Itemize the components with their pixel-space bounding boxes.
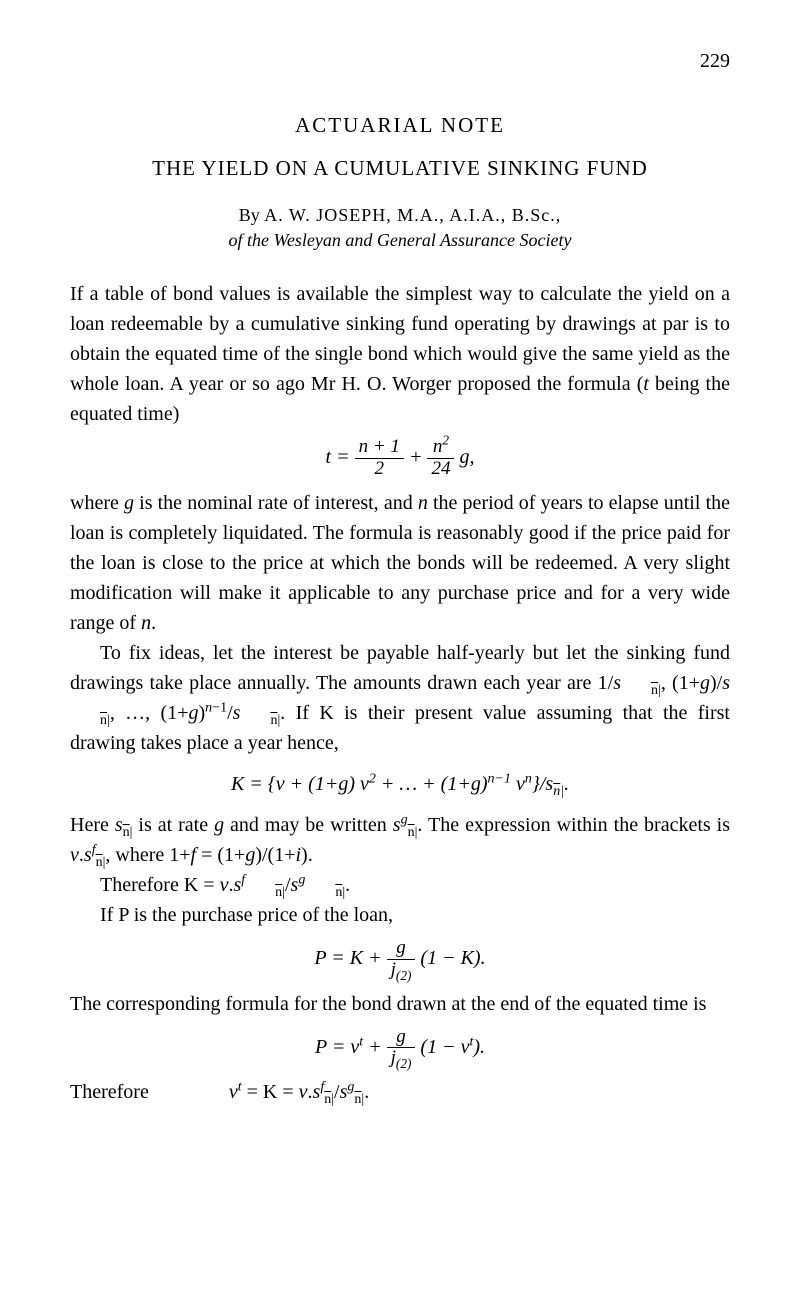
paragraph-3: To fix ideas, let the interest be payabl…: [70, 638, 730, 758]
main-title: THE YIELD ON A CUMULATIVE SINKING FUND: [70, 156, 730, 181]
para1-rest: f a table of bond values is available th…: [70, 283, 730, 425]
page-content: 229 ACTUARIAL NOTE THE YIELD ON A CUMULA…: [0, 0, 800, 1147]
affiliation: of the Wesleyan and General Assurance So…: [70, 230, 730, 251]
page-number: 229: [70, 50, 730, 73]
paragraph-7: The corresponding formula for the bond d…: [70, 989, 730, 1019]
author-line: By A. W. JOSEPH, M.A., A.I.A., B.Sc.,: [70, 205, 730, 226]
author-name: A. W. JOSEPH, M.A., A.I.A., B.Sc.,: [264, 205, 561, 225]
paragraph-5: Therefore K = v.sfn|/sgn|.: [70, 870, 730, 900]
body-text: If a table of bond values is available t…: [70, 279, 730, 1107]
author-prefix: By: [239, 205, 265, 225]
formula-2: K = {v + (1+g) v2 + … + (1+g)n−1 vn}/sn|…: [70, 766, 730, 802]
paragraph-6: If P is the purchase price of the loan,: [70, 900, 730, 930]
paragraph-1: If a table of bond values is available t…: [70, 279, 730, 429]
formula-4: P = vt + gj(2) (1 − vt).: [70, 1027, 730, 1070]
paragraph-2: where g is the nominal rate of interest,…: [70, 488, 730, 638]
series-title: ACTUARIAL NOTE: [70, 113, 730, 138]
formula-1: t = n + 12 + n224 g,: [70, 437, 730, 480]
formula-3: P = K + gj(2) (1 − K).: [70, 938, 730, 981]
paragraph-4: Here sn| is at rate g and may be written…: [70, 810, 730, 870]
paragraph-8: Therefore vt = K = v.sfn|/sgn|.: [70, 1077, 730, 1107]
